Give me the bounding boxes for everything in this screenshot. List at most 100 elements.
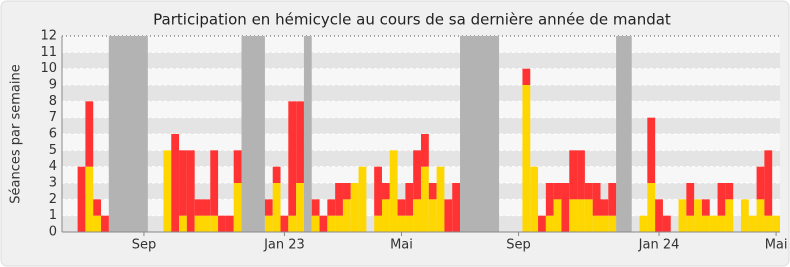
bar-segment	[569, 199, 578, 232]
bar-segment	[163, 150, 172, 232]
bar-segment	[272, 166, 281, 183]
bar-segment	[522, 68, 531, 85]
y-axis-label: Séances par semaine	[9, 64, 24, 203]
bar-segment	[701, 215, 710, 232]
bar-segment	[296, 101, 304, 183]
bar-segment	[311, 199, 320, 216]
bar-segment	[444, 199, 453, 232]
bar-segment	[678, 199, 687, 232]
shaded-period	[241, 36, 265, 232]
grid-stripe	[62, 101, 780, 118]
bar-segment	[740, 199, 749, 232]
bar-segment	[748, 215, 757, 232]
bar-segment	[93, 215, 102, 232]
bar-segment	[194, 199, 203, 216]
bar-segment	[413, 150, 421, 200]
y-tick-label: 10	[40, 61, 57, 76]
bar-segment	[335, 215, 343, 232]
bar-segment	[694, 199, 702, 232]
bar-segment	[397, 215, 406, 232]
x-tick-label: Sep	[132, 238, 157, 253]
bar-segment	[194, 215, 203, 232]
bar-segment	[264, 199, 273, 216]
bar-segment	[342, 183, 351, 200]
bar-segment	[686, 183, 695, 216]
bar-segment	[608, 215, 617, 232]
shaded-period	[616, 36, 632, 232]
bar-segment	[522, 85, 531, 232]
bar-segment	[210, 215, 219, 232]
y-tick-label: 7	[49, 110, 57, 125]
plot-area	[61, 35, 780, 236]
grid-stripe	[62, 68, 780, 85]
bar-segment	[202, 199, 211, 216]
bar-segment	[179, 215, 187, 232]
bar-segment	[686, 215, 695, 232]
bar-segment	[413, 199, 421, 232]
bar-segment	[381, 183, 390, 200]
bar-segment	[85, 101, 94, 167]
bar-segment	[358, 166, 367, 232]
bar-segment	[397, 199, 406, 216]
bar-segment	[327, 215, 336, 232]
chart-title: Participation en hémicycle au cours de s…	[153, 11, 671, 29]
bar-segment	[389, 150, 398, 232]
bar-segment	[272, 183, 281, 232]
bar-segment	[584, 183, 593, 200]
bar-segment	[725, 199, 734, 232]
bar-segment	[93, 199, 102, 216]
bar-segment	[311, 215, 320, 232]
bar-segment	[77, 166, 86, 232]
y-tick-label: 9	[49, 78, 57, 93]
bar-segment	[600, 215, 609, 232]
bar-segment	[264, 215, 273, 232]
bar-segment	[405, 215, 414, 232]
bar-segment	[405, 183, 414, 216]
bar-segment	[709, 215, 718, 232]
bar-segment	[639, 215, 648, 232]
bar-segment	[592, 183, 601, 216]
x-tick-label: Mai	[765, 238, 788, 253]
bar-segment	[186, 150, 195, 232]
y-tick-label: 6	[49, 127, 57, 142]
bar-segment	[584, 199, 593, 232]
bar-segment	[553, 199, 562, 232]
y-tick-label: 4	[49, 159, 57, 174]
bar-segment	[374, 166, 382, 216]
y-tick-label: 5	[49, 143, 57, 158]
y-tick-label: 2	[49, 192, 57, 207]
bar-segment	[647, 117, 656, 183]
bar-segment	[756, 166, 765, 200]
bar-segment	[569, 150, 578, 200]
bar-segment	[608, 183, 617, 216]
bar-segment	[592, 215, 601, 232]
y-tick-label: 0	[49, 225, 57, 240]
bar-segment	[530, 166, 539, 232]
bar-segment	[327, 199, 336, 216]
bar-segment	[600, 199, 609, 216]
shaded-period	[303, 36, 312, 232]
bar-segment	[280, 215, 289, 232]
bar-segment	[342, 199, 351, 232]
y-tick-label: 1	[49, 208, 57, 223]
bar-segment	[421, 166, 429, 232]
grid-stripe	[62, 36, 780, 53]
bar-segment	[553, 183, 562, 200]
bar-segment	[296, 183, 304, 232]
bar-segment	[288, 101, 297, 216]
bar-segment	[101, 215, 109, 232]
bar-segment	[171, 134, 180, 232]
bar-segment	[319, 215, 328, 232]
y-tick-label: 3	[49, 176, 57, 191]
bar-segment	[756, 199, 765, 232]
grid-stripe	[62, 52, 780, 69]
grid-stripe	[62, 117, 780, 134]
bar-segment	[764, 150, 773, 216]
x-tick-label: Sep	[506, 238, 531, 253]
bar-segment	[655, 199, 663, 232]
bar-segment	[381, 199, 390, 232]
bar-segment	[350, 183, 359, 232]
bar-segment	[717, 183, 726, 216]
bar-segment	[374, 215, 382, 232]
